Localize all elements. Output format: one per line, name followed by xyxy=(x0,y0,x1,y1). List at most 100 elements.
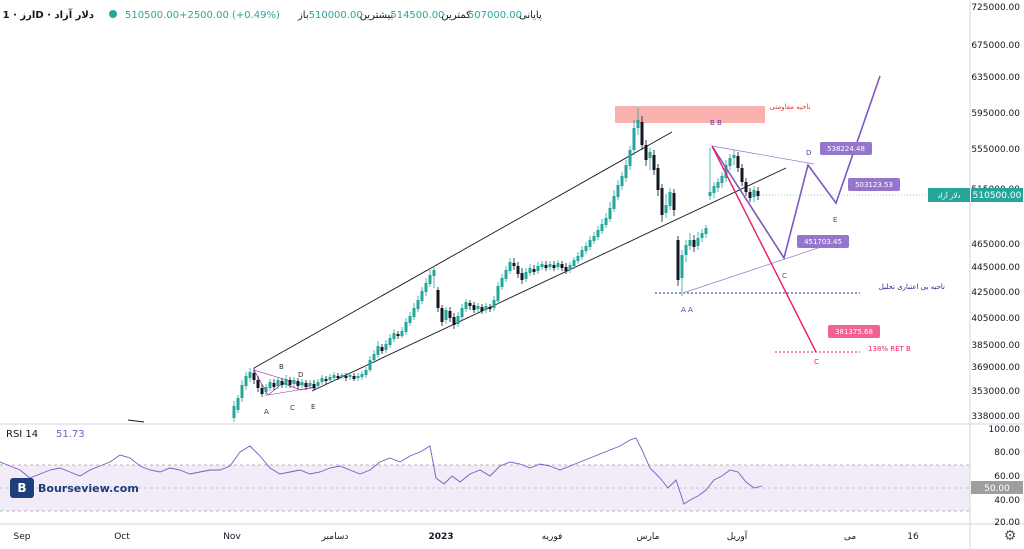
price-tick-label: 465000.00 xyxy=(971,240,1020,250)
candle-body xyxy=(400,331,404,336)
rsi-line[interactable] xyxy=(0,437,763,505)
resistance-zone[interactable] xyxy=(615,106,765,123)
candle-body xyxy=(656,168,660,190)
candle-body xyxy=(432,270,436,276)
time-tick-label: می xyxy=(844,532,857,542)
candle-body xyxy=(380,347,384,351)
header-market: ارز xyxy=(19,10,35,21)
candle-body xyxy=(472,305,476,310)
candle-body xyxy=(684,245,688,255)
price-tag-451[interactable] xyxy=(797,235,849,248)
candle-body xyxy=(376,346,380,355)
candle-body xyxy=(528,268,532,273)
time-tick-label: Sep xyxy=(14,532,31,542)
channel-upper-line[interactable] xyxy=(253,131,673,369)
candle-body xyxy=(596,230,600,237)
time-tick-label: آوریل xyxy=(727,530,748,542)
wave-label-a-left: A xyxy=(264,408,269,416)
candle-body xyxy=(748,192,752,198)
price-tick-label: 353000.00 xyxy=(971,387,1020,397)
candle-body xyxy=(404,322,408,332)
price-tag-538-text: 538224.48 xyxy=(827,145,865,153)
candle-body xyxy=(628,150,632,166)
price-tick-label: 595000.00 xyxy=(971,109,1020,119)
price-tag-451-text: 451703.45 xyxy=(804,238,842,246)
wave-label-c-pink: C xyxy=(814,358,819,366)
candle-body xyxy=(524,272,528,279)
candle-body xyxy=(512,263,516,266)
candle-body xyxy=(700,233,704,238)
rsi-value: 51.73 xyxy=(56,429,85,440)
bourseview-logo-icon: B xyxy=(10,478,34,498)
candle-body xyxy=(588,240,592,247)
candle-body xyxy=(712,186,716,193)
candle-body xyxy=(408,316,412,323)
candle-body xyxy=(296,381,300,386)
header-ohlc: 510500.00+2500.00 (+0.49%) پایانی507000.0… xyxy=(125,10,542,21)
header-symbol-line[interactable]: ارز · 1D · دلار آزاد xyxy=(3,8,94,21)
channel-lower-line[interactable] xyxy=(311,167,787,392)
candle-body xyxy=(740,168,744,182)
price-candles[interactable] xyxy=(232,108,760,422)
candle-body xyxy=(504,270,508,279)
candle-body xyxy=(728,158,732,166)
candle-body xyxy=(348,375,352,377)
candle-body xyxy=(440,308,444,322)
status-dot-icon xyxy=(109,10,117,18)
candle-body xyxy=(384,344,388,350)
candle-body xyxy=(260,388,264,394)
time-axis[interactable]: Sep Oct Nov دسامبر 2023 فوریه مارس آوریل می 16 xyxy=(14,530,919,542)
ret-label: 138% RET B xyxy=(868,345,911,353)
candle-body xyxy=(428,275,432,284)
candle-body xyxy=(592,236,596,241)
candle-body xyxy=(232,406,236,418)
gear-icon[interactable]: ⚙ xyxy=(1003,528,1017,544)
candle-body xyxy=(316,382,320,386)
rsi-axis[interactable]: 100.00 80.00 60.00 40.00 20.00 xyxy=(989,425,1021,528)
price-tick-label: 405000.00 xyxy=(971,314,1020,324)
candle-body xyxy=(688,240,692,246)
candle-body xyxy=(560,264,564,268)
wave-label-e-left: E xyxy=(311,403,315,411)
candle-body xyxy=(508,262,512,271)
current-price-tag xyxy=(971,188,1023,202)
candle-body xyxy=(312,384,316,388)
candle-body xyxy=(608,208,612,219)
header-close-label: پایانی xyxy=(519,10,542,21)
candle-body xyxy=(568,265,572,270)
candle-body xyxy=(272,383,276,387)
time-tick-label: Oct xyxy=(114,532,130,542)
candle-body xyxy=(672,193,676,210)
candle-body xyxy=(572,260,576,266)
candle-body xyxy=(368,360,372,370)
projection-purple[interactable] xyxy=(711,75,881,260)
current-symbol-tag xyxy=(928,188,970,202)
candle-body xyxy=(332,375,336,378)
price-tick-label: 425000.00 xyxy=(971,288,1020,298)
price-tag-381[interactable] xyxy=(828,325,880,338)
candle-body xyxy=(548,264,552,267)
candle-body xyxy=(604,218,608,225)
candle-body xyxy=(644,145,648,160)
wave-label-aa: A A xyxy=(681,306,693,314)
projection-pink[interactable] xyxy=(711,145,817,353)
candle-body xyxy=(344,376,348,378)
candle-body xyxy=(756,191,760,196)
price-tick-label: 338000.00 xyxy=(971,412,1020,422)
candle-body xyxy=(464,302,468,309)
candle-body xyxy=(584,246,588,251)
candle-body xyxy=(736,156,740,168)
wave-label-e-right: E xyxy=(833,216,837,224)
time-tick-label: 16 xyxy=(907,532,919,542)
candle-body xyxy=(612,196,616,209)
main-pane[interactable] xyxy=(0,0,970,424)
price-tag-538[interactable] xyxy=(820,142,872,155)
price-tag-503[interactable] xyxy=(848,178,900,191)
candle-body xyxy=(448,311,452,318)
candle-body xyxy=(532,269,536,272)
time-tick-label: دسامبر xyxy=(321,532,349,542)
candle-body xyxy=(424,283,428,292)
candle-body xyxy=(704,228,708,234)
price-axis[interactable]: 725000.00 675000.00 635000.00 595000.00 5550… xyxy=(971,3,1020,422)
